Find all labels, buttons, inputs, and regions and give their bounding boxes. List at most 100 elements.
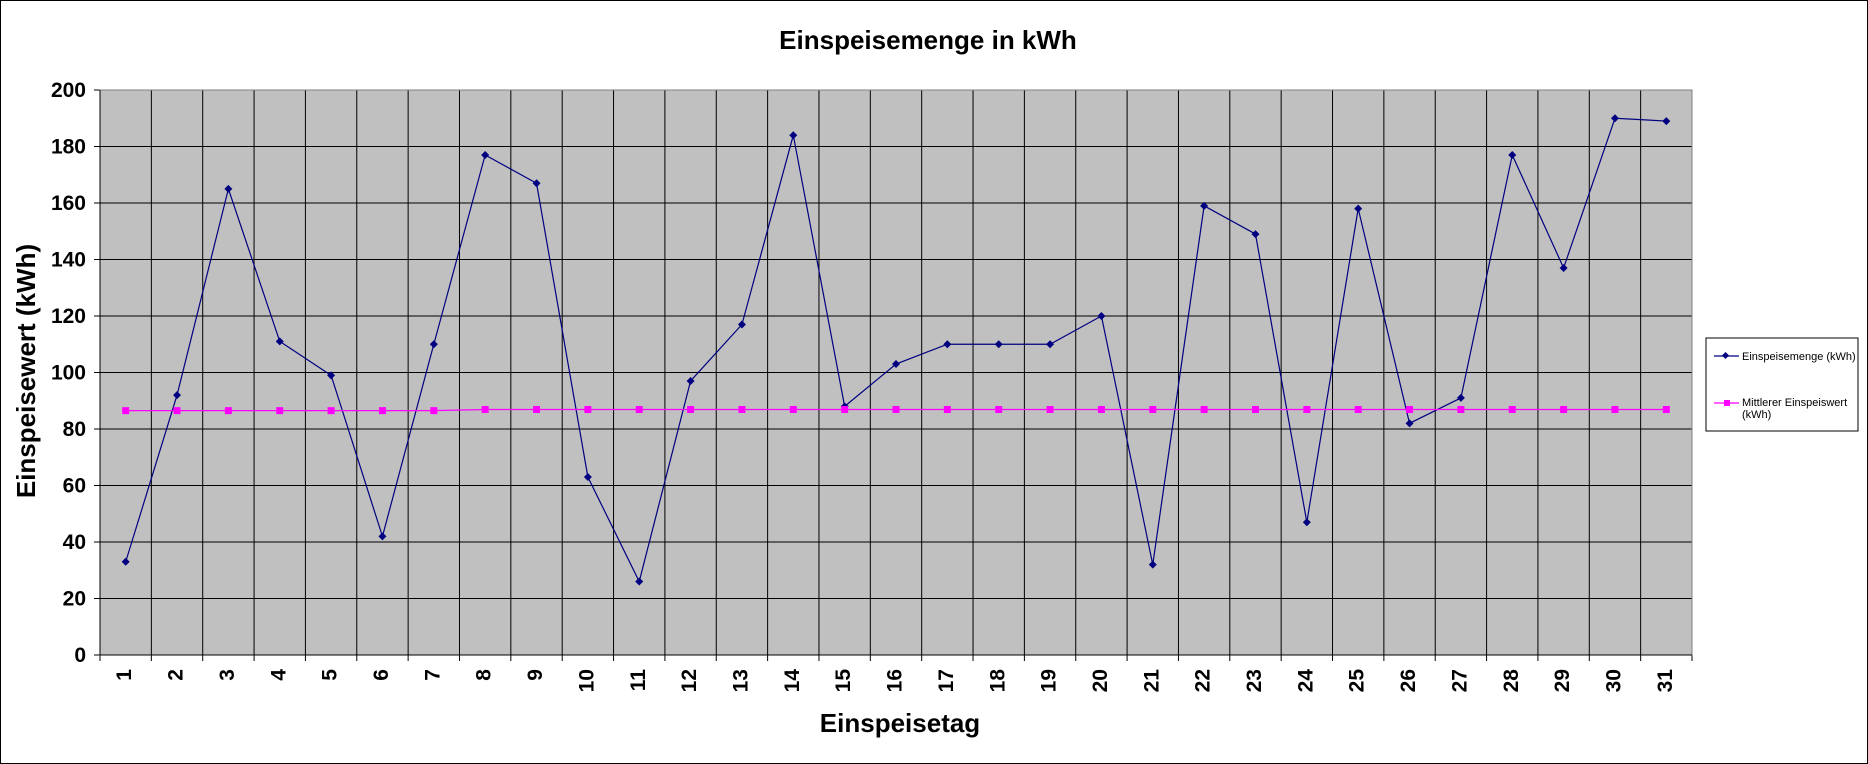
x-tick-label: 18 xyxy=(986,669,1009,693)
data-point-mittlerer xyxy=(533,406,541,414)
legend: Einspeisemenge (kWh) Mittlerer Einspeisw… xyxy=(1705,337,1859,432)
data-point-mittlerer xyxy=(1662,406,1670,414)
data-point-mittlerer xyxy=(635,406,643,414)
data-point-einspeisemenge xyxy=(1456,393,1465,402)
x-tick-label: 26 xyxy=(1397,669,1420,692)
data-point-mittlerer xyxy=(1251,406,1259,414)
x-tick-label: 27 xyxy=(1448,669,1471,692)
x-tick-label: 20 xyxy=(1089,669,1112,692)
data-point-einspeisemenge xyxy=(275,337,284,346)
x-tick-label: 17 xyxy=(935,669,958,692)
x-tick-label: 6 xyxy=(370,669,393,681)
data-point-mittlerer xyxy=(173,407,181,415)
data-point-einspeisemenge xyxy=(1148,560,1157,569)
x-tick-label: 2 xyxy=(165,669,188,681)
data-point-einspeisemenge xyxy=(1662,117,1671,126)
data-point-mittlerer xyxy=(1149,406,1157,414)
x-tick-label: 4 xyxy=(267,669,290,681)
data-point-mittlerer xyxy=(841,406,849,414)
x-tick-label: 24 xyxy=(1294,669,1317,693)
data-point-einspeisemenge xyxy=(1354,204,1363,213)
data-point-einspeisemenge xyxy=(1508,150,1517,159)
data-point-mittlerer xyxy=(1406,406,1414,414)
legend-box xyxy=(1705,337,1859,432)
x-tick-label: 1 xyxy=(113,669,136,681)
data-point-einspeisemenge xyxy=(892,360,900,369)
legend-marker-mittlerer xyxy=(1724,400,1730,406)
data-point-mittlerer xyxy=(687,406,695,414)
y-tick-label: 40 xyxy=(63,531,86,554)
legend-label-mittlerer-line1: Mittlerer Einspeiswert xyxy=(1742,397,1847,409)
data-point-mittlerer xyxy=(943,406,951,414)
x-tick-label: 9 xyxy=(524,669,547,681)
data-point-einspeisemenge xyxy=(532,179,541,188)
data-point-mittlerer xyxy=(1560,406,1568,414)
data-point-einspeisemenge xyxy=(686,376,695,385)
data-point-einspeisemenge xyxy=(943,340,952,349)
x-tick-label: 14 xyxy=(781,669,804,693)
data-point-mittlerer xyxy=(738,406,746,414)
y-tick-label: 180 xyxy=(51,136,86,159)
data-point-einspeisemenge xyxy=(1559,263,1568,272)
x-tick-label: 29 xyxy=(1551,669,1574,692)
x-tick-label: 7 xyxy=(421,669,444,681)
x-tick-label: 23 xyxy=(1243,669,1266,692)
data-point-mittlerer xyxy=(276,407,284,415)
data-point-einspeisemenge xyxy=(429,340,438,349)
data-point-einspeisemenge xyxy=(789,131,798,140)
data-point-einspeisemenge xyxy=(1302,518,1311,527)
y-tick-label: 0 xyxy=(74,644,86,667)
x-tick-label: 22 xyxy=(1192,669,1215,692)
x-tick-label: 19 xyxy=(1038,669,1061,692)
data-point-mittlerer xyxy=(327,407,335,415)
data-point-einspeisemenge xyxy=(173,391,182,400)
data-point-einspeisemenge xyxy=(583,473,592,482)
data-point-einspeisemenge xyxy=(1610,114,1619,123)
data-point-einspeisemenge xyxy=(1097,312,1106,320)
data-point-mittlerer xyxy=(995,406,1003,414)
x-tick-label: 21 xyxy=(1140,669,1163,693)
data-point-einspeisemenge xyxy=(635,577,644,586)
legend-label-mittlerer: Mittlerer Einspeiswert (kWh) xyxy=(1742,397,1850,421)
x-tick-label: 30 xyxy=(1603,669,1626,692)
data-point-mittlerer xyxy=(481,406,489,414)
y-tick-label: 200 xyxy=(51,79,86,102)
data-point-einspeisemenge xyxy=(481,150,490,159)
y-tick-label: 120 xyxy=(51,305,86,328)
data-point-einspeisemenge xyxy=(737,320,746,329)
legend-label-einspeisemenge: Einspeisemenge (kWh) xyxy=(1742,351,1856,363)
y-axis-title: Einspeisewert (kWh) xyxy=(11,244,41,498)
data-point-mittlerer xyxy=(892,406,900,414)
data-point-mittlerer xyxy=(1611,406,1619,414)
y-tick-label: 100 xyxy=(51,362,86,385)
data-point-mittlerer xyxy=(1354,406,1362,414)
data-point-einspeisemenge xyxy=(1046,340,1055,349)
x-axis-title: Einspeisetag xyxy=(820,708,980,738)
data-point-einspeisemenge xyxy=(224,184,233,193)
y-tick-label: 20 xyxy=(63,588,86,611)
data-point-mittlerer xyxy=(122,407,130,415)
chart-title: Einspeisemenge in kWh xyxy=(779,25,1077,55)
y-tick-label: 160 xyxy=(51,192,86,215)
x-tick-label: 28 xyxy=(1500,669,1523,693)
data-point-mittlerer xyxy=(430,407,438,415)
data-point-einspeisemenge xyxy=(994,340,1003,349)
data-point-mittlerer xyxy=(1097,406,1105,414)
data-point-mittlerer xyxy=(1200,406,1208,414)
data-point-mittlerer xyxy=(1046,406,1054,414)
x-tick-label: 11 xyxy=(627,669,650,692)
x-tick-label: 16 xyxy=(884,669,907,692)
data-point-einspeisemenge xyxy=(1405,419,1414,428)
data-point-mittlerer xyxy=(224,407,232,415)
data-point-einspeisemenge xyxy=(1200,201,1209,210)
y-tick-label: 80 xyxy=(63,418,86,441)
x-tick-label: 8 xyxy=(473,669,496,681)
data-point-mittlerer xyxy=(1303,406,1311,414)
data-point-mittlerer xyxy=(378,407,386,415)
y-tick-label: 60 xyxy=(63,475,86,498)
data-point-mittlerer xyxy=(789,406,797,414)
x-tick-label: 3 xyxy=(216,669,239,681)
